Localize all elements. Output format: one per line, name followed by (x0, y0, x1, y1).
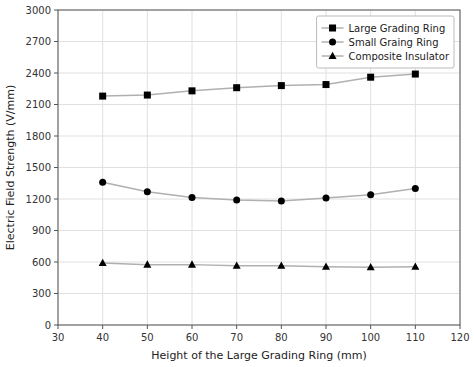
point (322, 262, 330, 269)
tick-x (415, 325, 416, 329)
point (188, 260, 196, 267)
legend-box (317, 16, 454, 68)
x-axis-label: Height of the Large Grading Ring (mm) (151, 349, 366, 362)
series (99, 179, 419, 205)
point (144, 188, 151, 195)
legend-marker (329, 39, 336, 46)
tick-x (147, 325, 148, 329)
grid-line-y (58, 230, 460, 231)
data-area (99, 71, 420, 271)
tick-label-y: 2400 (26, 68, 51, 79)
grid-line-y (58, 136, 460, 137)
tick-label-x: 60 (186, 332, 199, 343)
tick-label-x: 70 (230, 332, 243, 343)
tick-label-x: 120 (450, 332, 469, 343)
tick-y (54, 41, 58, 42)
point (99, 93, 106, 100)
tick-x (58, 325, 59, 329)
point (412, 185, 419, 192)
series (99, 71, 419, 100)
tick-label-x: 40 (96, 332, 109, 343)
grid-line-y (58, 167, 460, 168)
point (189, 194, 196, 201)
legend-marker (329, 52, 337, 59)
point (412, 71, 419, 78)
point (323, 81, 330, 88)
tick-x (460, 325, 461, 329)
tick-label-x: 100 (361, 332, 380, 343)
chart: 3040506070809010011012003006009001200150… (0, 0, 474, 367)
tick-label-y: 300 (32, 288, 51, 299)
point (233, 261, 241, 268)
tick-y (54, 325, 58, 326)
tick-y (54, 73, 58, 74)
tick-label-x: 50 (141, 332, 154, 343)
series-line (103, 182, 416, 201)
grid-line-y (58, 293, 460, 294)
tick-label-y: 1500 (26, 162, 51, 173)
axes: 3040506070809010011012003006009001200150… (26, 5, 470, 344)
point (99, 259, 107, 266)
grid-line-y (58, 73, 460, 74)
tick-label-y: 1200 (26, 194, 51, 205)
tick-y (54, 199, 58, 200)
point (189, 87, 196, 94)
point (144, 92, 151, 99)
grid-line-y (58, 199, 460, 200)
point (367, 263, 375, 270)
point (278, 82, 285, 89)
point (367, 74, 374, 81)
tick-label-x: 80 (275, 332, 288, 343)
point (233, 84, 240, 91)
tick-label-y: 2100 (26, 99, 51, 110)
point (367, 191, 374, 198)
point (99, 179, 106, 186)
point (411, 262, 419, 269)
grid-line-y (58, 104, 460, 105)
tick-label-y: 3000 (26, 5, 51, 16)
tick-y (54, 293, 58, 294)
grid (58, 10, 460, 325)
tick-x (236, 325, 237, 329)
point (277, 261, 285, 268)
tick-label-y: 900 (32, 225, 51, 236)
tick-label-x: 90 (320, 332, 333, 343)
y-axis-label: Electric Field Strength (V/mm) (4, 85, 17, 250)
grid-line-y (58, 262, 460, 263)
tick-y (54, 136, 58, 137)
tick-label-x: 110 (406, 332, 425, 343)
tick-x (326, 325, 327, 329)
plot-frame (58, 10, 460, 325)
tick-x (102, 325, 103, 329)
tick-y (54, 167, 58, 168)
point (143, 260, 151, 267)
legend-label: Composite Insulator (349, 51, 450, 62)
tick-x (281, 325, 282, 329)
tick-x (370, 325, 371, 329)
legend-label: Small Graing Ring (349, 37, 439, 48)
tick-label-x: 30 (52, 332, 65, 343)
tick-label-y: 0 (45, 320, 51, 331)
point (278, 198, 285, 205)
tick-y (54, 104, 58, 105)
tick-x (192, 325, 193, 329)
tick-label-y: 600 (32, 257, 51, 268)
legend-label: Large Grading Ring (349, 23, 446, 34)
series (99, 259, 420, 271)
legend-marker (329, 25, 336, 32)
tick-y (54, 10, 58, 11)
tick-y (54, 262, 58, 263)
tick-label-y: 2700 (26, 36, 51, 47)
tick-y (54, 230, 58, 231)
point (233, 197, 240, 204)
point (323, 194, 330, 201)
tick-label-y: 1800 (26, 131, 51, 142)
legend: Large Grading Ring Small Graing Ring Compo… (317, 16, 454, 68)
